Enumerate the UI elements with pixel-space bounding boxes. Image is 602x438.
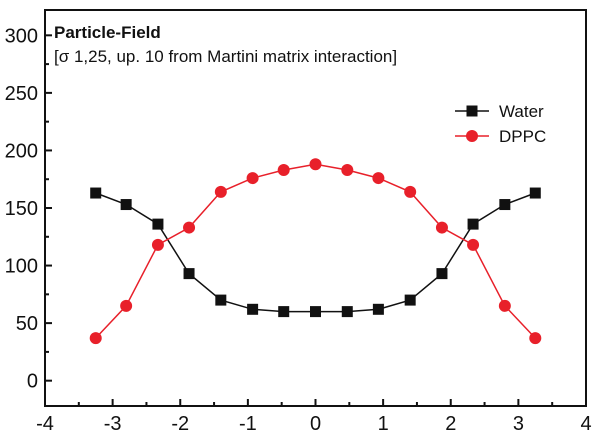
x-tick-label: 0: [310, 413, 321, 435]
legend-item-water: Water: [455, 102, 544, 121]
data-point-dppc: [498, 299, 511, 312]
data-point-dppc: [277, 164, 290, 177]
y-tick-label: 250: [5, 83, 38, 105]
data-point-dppc: [89, 332, 102, 345]
data-point-water: [215, 294, 227, 306]
data-point-dppc: [435, 221, 448, 234]
data-point-dppc: [183, 221, 196, 234]
data-point-dppc: [467, 238, 480, 251]
series-layer: [89, 158, 542, 345]
y-tick-label: 100: [5, 256, 38, 278]
data-point-water: [467, 218, 479, 230]
data-point-dppc: [309, 158, 322, 171]
x-axis: -4 -3 -2 -1 0 1 2 3 4: [36, 399, 592, 435]
x-tick-label: -4: [36, 413, 54, 435]
data-point-dppc: [372, 172, 385, 185]
legend-label-water: Water: [499, 102, 544, 121]
chart-title: Particle-Field: [54, 23, 161, 42]
legend-marker-water: [466, 105, 478, 117]
data-point-water: [247, 303, 259, 315]
y-tick-label: 0: [27, 371, 38, 393]
legend-label-dppc: DPPC: [499, 127, 546, 146]
data-point-water: [341, 306, 353, 318]
x-tick-label: -2: [171, 413, 189, 435]
y-tick-label: 200: [5, 140, 38, 162]
data-point-water: [499, 199, 511, 211]
data-point-water: [529, 187, 541, 199]
y-tick-label: 50: [16, 313, 38, 335]
data-point-water: [120, 199, 132, 211]
data-point-water: [278, 306, 290, 318]
data-point-dppc: [151, 238, 164, 251]
data-point-water: [310, 306, 321, 318]
data-point-water: [372, 303, 384, 315]
y-axis: 0 50 100 150 200 250 300: [5, 25, 52, 393]
data-point-water: [152, 218, 164, 230]
x-tick-label: -3: [104, 413, 122, 435]
series-water: [90, 187, 541, 318]
data-point-dppc: [529, 332, 542, 345]
data-point-dppc: [246, 172, 259, 185]
legend: Water DPPC: [455, 102, 546, 146]
data-point-dppc: [120, 299, 133, 312]
x-tick-label: 4: [580, 413, 591, 435]
series-dppc: [89, 158, 542, 345]
x-tick-label: -1: [239, 413, 257, 435]
y-tick-label: 300: [5, 25, 38, 47]
legend-item-dppc: DPPC: [455, 127, 546, 146]
data-point-dppc: [341, 164, 354, 177]
data-point-water: [90, 187, 102, 199]
x-tick-label: 3: [513, 413, 524, 435]
data-point-water: [183, 268, 195, 280]
x-tick-label: 2: [445, 413, 456, 435]
data-point-dppc: [214, 185, 227, 198]
data-point-water: [404, 294, 416, 306]
data-point-water: [436, 268, 448, 280]
data-point-dppc: [404, 185, 417, 198]
x-tick-label: 1: [378, 413, 389, 435]
legend-marker-dppc: [466, 130, 478, 142]
chart-subtitle: [σ 1,25, up. 10 from Martini matrix inte…: [54, 47, 397, 66]
y-tick-label: 150: [5, 198, 38, 220]
